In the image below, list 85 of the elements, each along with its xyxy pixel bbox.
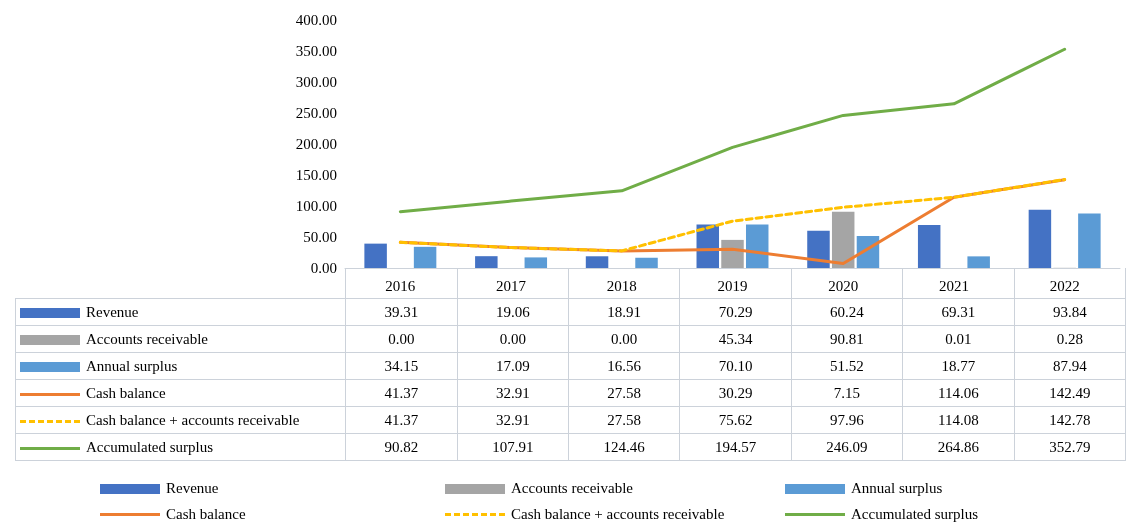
data-label: 17.09 — [457, 352, 569, 380]
data-label: 124.46 — [568, 433, 680, 461]
text: Cash balance + accounts receivable — [511, 506, 725, 522]
x-tick-label: 2019 — [717, 277, 748, 294]
y-tick-label: 100.00 — [295, 198, 337, 214]
text: Annual surplus — [86, 357, 178, 374]
data-label: 0.01 — [902, 325, 1015, 353]
bar — [413, 246, 437, 268]
data-label: 0.28 — [1014, 325, 1126, 353]
y-tick-label: 250.00 — [295, 105, 337, 121]
data-label: 7.15 — [791, 379, 903, 407]
text: Revenue — [166, 480, 219, 496]
text: Cash balance — [166, 506, 246, 522]
data-label: 70.10 — [679, 352, 792, 380]
legend-label: Cash balance + accounts receivable — [15, 406, 346, 434]
y-tick-label: 0.00 — [310, 260, 337, 276]
bar — [364, 243, 387, 268]
bar — [524, 257, 548, 268]
line-series — [398, 177, 1067, 253]
data-label: 27.58 — [568, 406, 680, 434]
bar — [831, 211, 855, 268]
x-tick-label: 2016 — [385, 277, 416, 294]
data-label: 27.58 — [568, 379, 680, 407]
bar — [475, 256, 498, 268]
legend-label: Accounts receivable — [510, 480, 634, 497]
data-label: 18.91 — [568, 298, 680, 326]
bar — [585, 256, 609, 268]
y-tick-label: 300.00 — [295, 74, 337, 90]
line-series — [398, 47, 1067, 214]
x-tick-label: 2018 — [606, 277, 637, 294]
data-label: 69.31 — [902, 298, 1015, 326]
data-label: 114.06 — [902, 379, 1015, 407]
y-tick-label: 200.00 — [295, 136, 337, 152]
data-label: 60.24 — [791, 298, 903, 326]
data-label: 51.52 — [791, 352, 903, 380]
data-label: 142.49 — [1014, 379, 1126, 407]
x-tick-label: 2020 — [828, 277, 859, 294]
legend-label: Annual surplus — [850, 480, 943, 497]
legend-label: Cash balance — [15, 379, 346, 407]
data-label: 246.09 — [791, 433, 903, 461]
data-label: 16.56 — [568, 352, 680, 380]
y-tick-label: 50.00 — [303, 229, 337, 245]
legend-label: Revenue — [15, 298, 346, 326]
y-tick-label: 150.00 — [295, 167, 337, 183]
data-label: 87.94 — [1014, 352, 1126, 380]
data-label: 114.08 — [902, 406, 1015, 434]
bar — [635, 257, 658, 268]
bar — [807, 230, 830, 268]
y-tick-label: 400.00 — [295, 12, 337, 28]
x-tick-label: 2022 — [1049, 277, 1080, 294]
y-tick-label: 350.00 — [295, 43, 337, 59]
text: Accumulated surplus — [851, 506, 979, 522]
data-label: 93.84 — [1014, 298, 1126, 326]
data-label: 18.77 — [902, 352, 1015, 380]
data-label: 90.82 — [345, 433, 458, 461]
data-label: 352.79 — [1014, 433, 1126, 461]
data-label: 0.00 — [457, 325, 569, 353]
data-label: 41.37 — [345, 379, 458, 407]
x-tick-label: 2017 — [496, 277, 527, 294]
data-label: 45.34 — [679, 325, 792, 353]
data-label: 41.37 — [345, 406, 458, 434]
data-label: 90.81 — [791, 325, 903, 353]
data-label: 70.29 — [679, 298, 792, 326]
bar — [917, 225, 941, 268]
data-label: 30.29 — [679, 379, 792, 407]
bar — [745, 224, 769, 268]
x-tick-label: 2021 — [938, 277, 969, 294]
data-label: 32.91 — [457, 406, 569, 434]
data-label: 0.00 — [345, 325, 458, 353]
data-label: 75.62 — [679, 406, 792, 434]
legend-label: Accumulated surplus — [15, 433, 346, 461]
data-label: 264.86 — [902, 433, 1015, 461]
data-label: 107.91 — [457, 433, 569, 461]
data-label: 39.31 — [345, 298, 458, 326]
data-label: 142.78 — [1014, 406, 1126, 434]
data-label: 194.57 — [679, 433, 792, 461]
data-label: 19.06 — [457, 298, 569, 326]
bar — [1028, 209, 1052, 268]
data-label: 34.15 — [345, 352, 458, 380]
text: Accounts receivable — [86, 330, 209, 347]
bar — [1078, 213, 1101, 268]
data-label: 97.96 — [791, 406, 903, 434]
data-label: 32.91 — [457, 379, 569, 407]
bar — [967, 256, 990, 268]
data-label: 0.00 — [568, 325, 680, 353]
